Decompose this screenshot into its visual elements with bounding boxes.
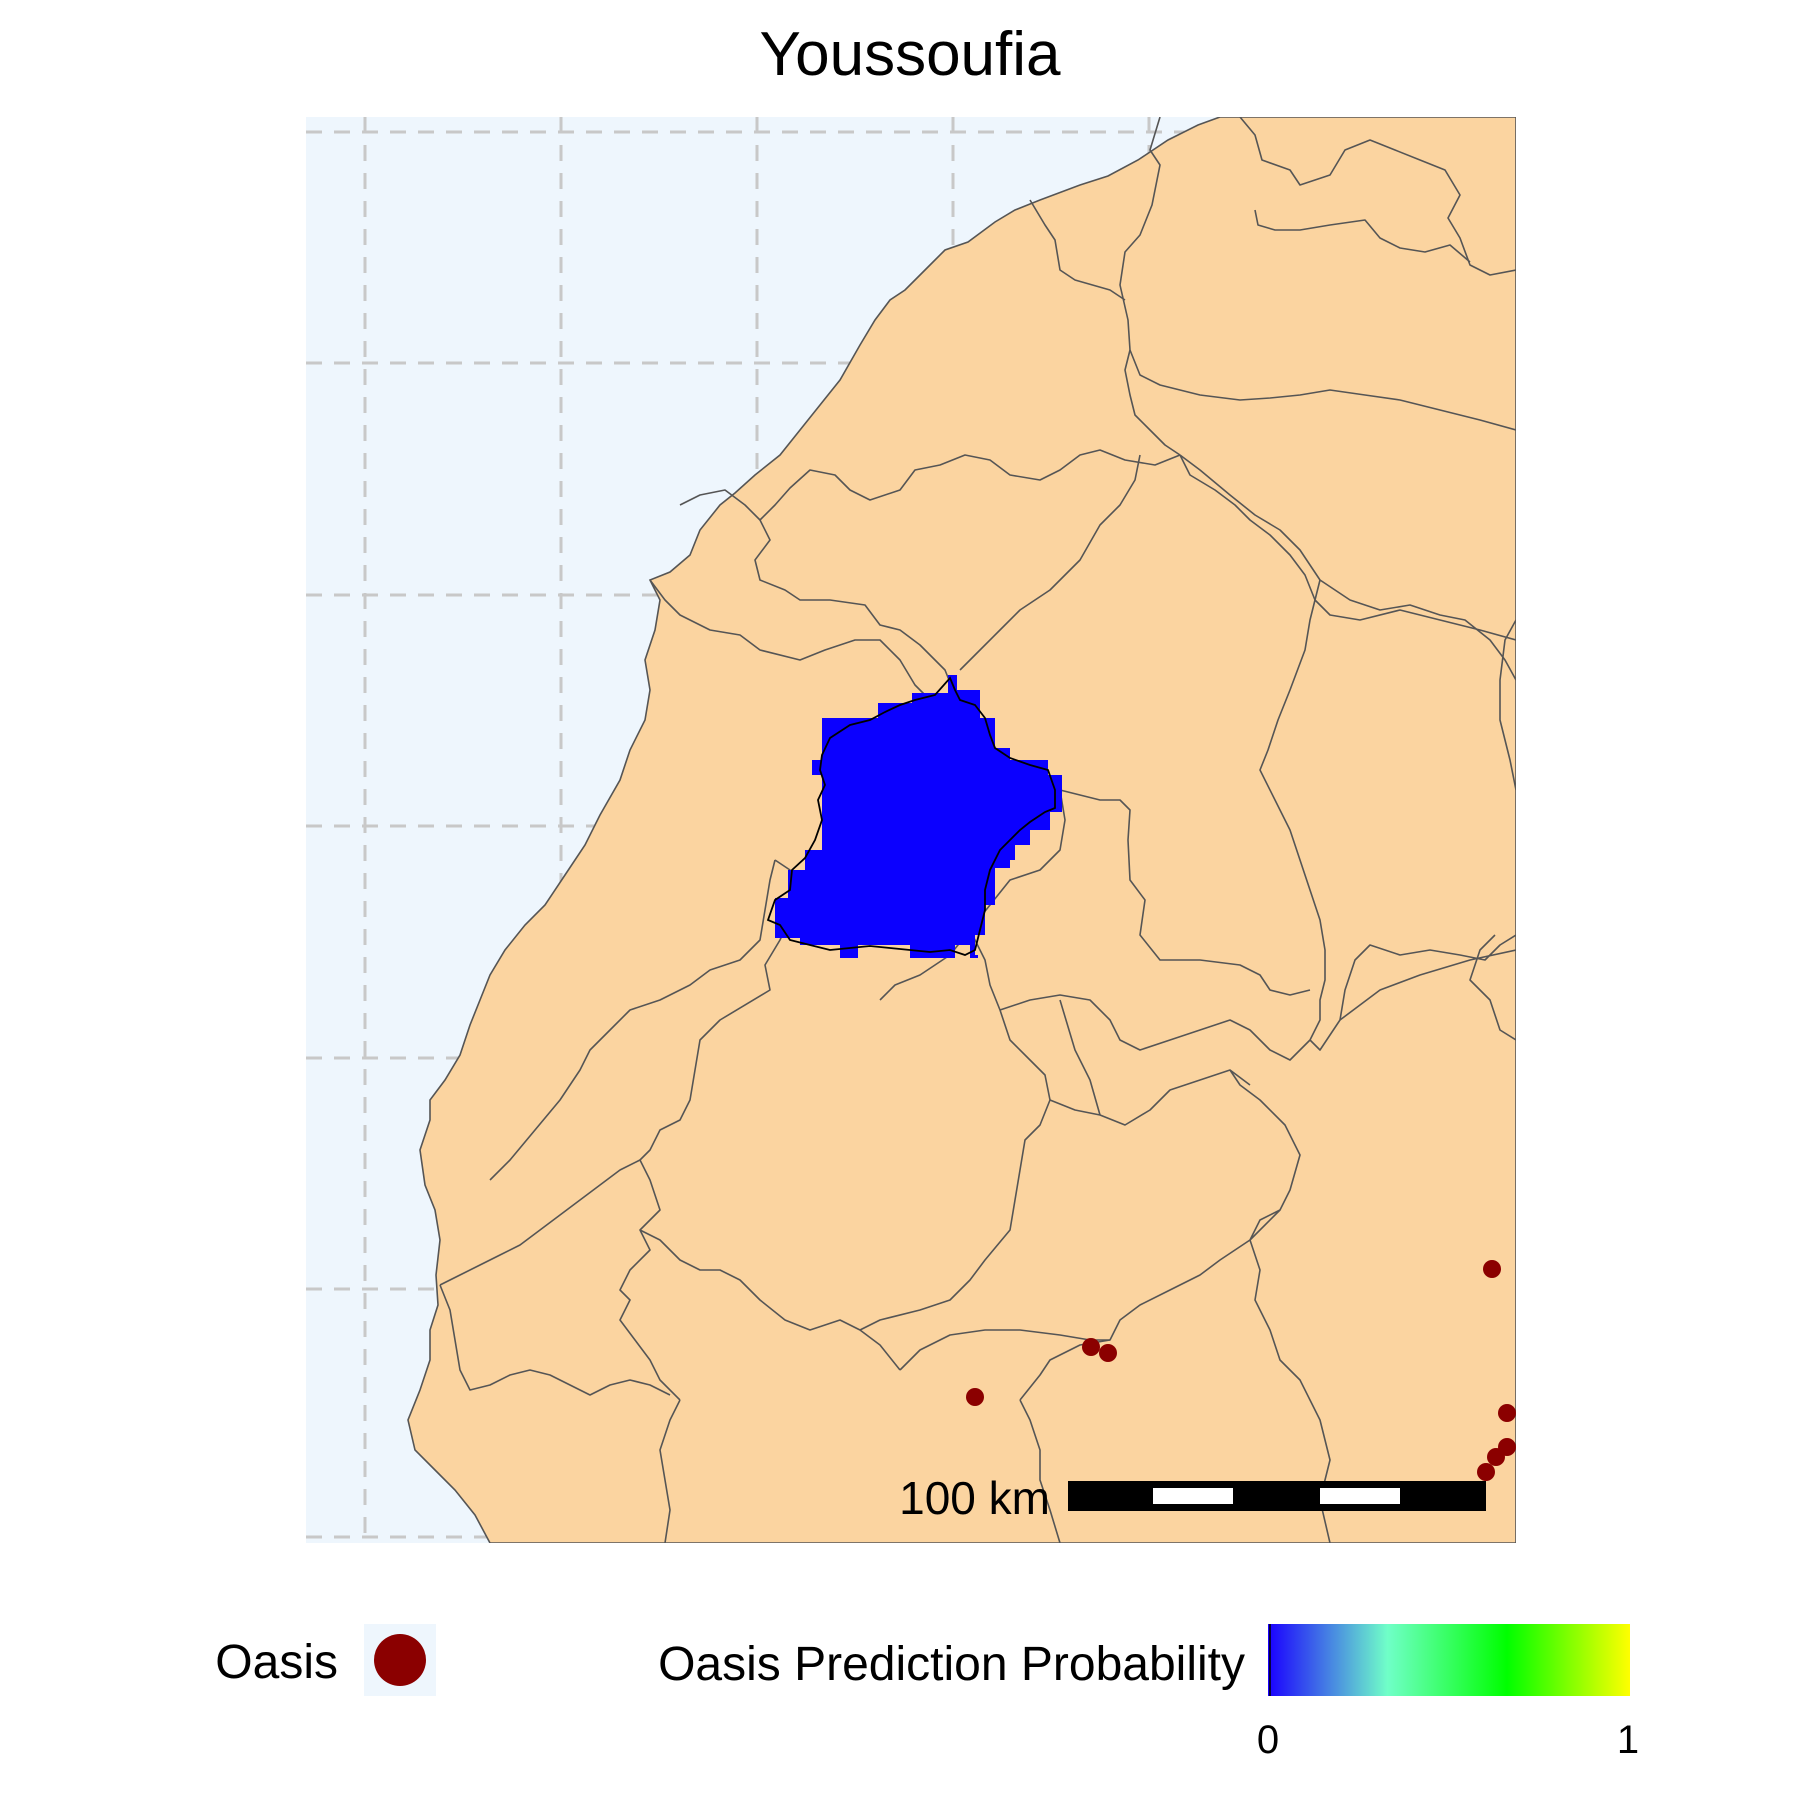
probability-colorbar: [1268, 1624, 1630, 1696]
oasis-point: [966, 1388, 984, 1406]
youssoufia-outline: [766, 676, 1056, 956]
district-boundaries: [439, 117, 1516, 1543]
colorbar-max-label: 1: [1617, 1718, 1639, 1762]
map-title: Youssoufia: [759, 20, 1061, 89]
legend: Oasis Oasis Prediction Probability 0 1: [215, 1624, 1639, 1762]
prediction-area: [775, 675, 1062, 958]
legend-probability-label: Oasis Prediction Probability: [658, 1638, 1245, 1691]
oasis-point: [1099, 1344, 1117, 1362]
oasis-point: [1477, 1463, 1495, 1481]
legend-oasis-symbol: [374, 1634, 426, 1686]
map-panel: 100 km: [306, 117, 1516, 1543]
colorbar-min-label: 0: [1257, 1718, 1279, 1762]
oasis-point: [1082, 1338, 1100, 1356]
oasis-point: [1487, 1448, 1505, 1466]
scale-bar-label: 100 km: [899, 1472, 1050, 1524]
scale-bar: 100 km: [899, 1472, 1486, 1524]
legend-oasis-label: Oasis: [215, 1636, 338, 1689]
oasis-point: [1498, 1404, 1516, 1422]
oasis-point: [1483, 1260, 1501, 1278]
oasis-points: [966, 1260, 1516, 1481]
